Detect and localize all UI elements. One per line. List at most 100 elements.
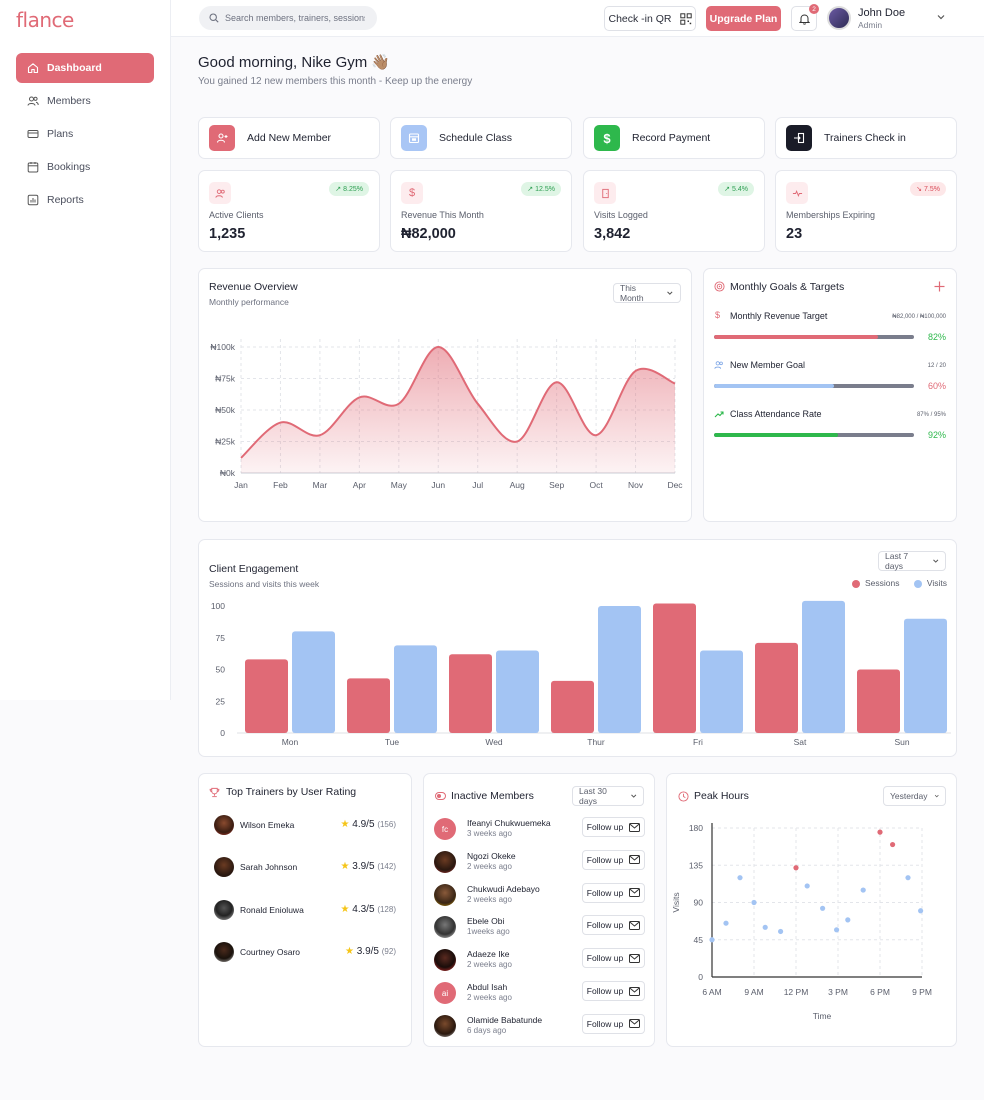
x-tick-label: Mar [313,480,328,490]
data-point [905,875,911,881]
sidebar-item-label: Reports [47,194,84,206]
bar-sessions [449,654,492,733]
monthly-goals-card: Monthly Goals & Targets $ Monthly Revenu… [703,268,957,522]
trainer-row[interactable]: Wilson Emeka ★ 4.9/5 (156) [214,815,396,837]
x-tick-label: Tue [385,737,400,747]
add-goal-icon[interactable] [934,281,945,292]
inactive-members-card: Inactive Members Last 30 days fc Ifeanyi … [423,773,655,1047]
sidebar-item-label: Members [47,95,91,107]
mail-icon [629,986,641,996]
user-avatar[interactable] [827,6,851,30]
peak-period-select[interactable]: Yesterday [883,786,946,806]
data-point [723,920,729,926]
upgrade-plan-button[interactable]: Upgrade Plan [706,6,781,31]
trainer-row[interactable]: Ronald Enioluwa ★ 4.3/5 (128) [214,900,396,922]
x-tick-label: Jun [431,480,445,490]
x-tick-label: 6 AM [702,987,721,997]
add-new-member-button[interactable]: Add New Member [198,117,380,159]
x-tick-label: Nov [628,480,644,490]
quick-action-label: Schedule Class [439,132,512,144]
data-point [737,875,743,881]
stat-label: Active Clients [209,210,264,220]
trend-up-icon: ↗ [335,186,342,193]
avatar [214,900,234,920]
stat-card-visits[interactable]: ↗ 5.4% Visits Logged 3,842 [583,170,765,252]
trainer-rating: ★ 3.9/5 (92) [344,946,396,957]
follow-up-button[interactable]: Follow up [582,1013,645,1034]
trainer-row[interactable]: Sarah Johnson ★ 3.9/5 (142) [214,857,396,879]
card-title: Client Engagement [209,563,299,575]
sidebar-item-reports[interactable]: Reports [16,185,154,215]
y-tick-label: 0 [698,972,703,982]
home-icon [27,63,39,74]
data-point [834,927,840,933]
clock-icon [678,791,689,802]
schedule-class-button[interactable]: Schedule Class [390,117,572,159]
member-last-seen: 2 weeks ago [467,960,512,970]
chevron-down-icon[interactable] [936,12,946,22]
card-title: Monthly Goals & Targets [730,281,845,293]
follow-up-button[interactable]: Follow up [582,915,645,936]
chevron-down-icon [667,291,673,295]
card-title: Top Trainers by User Rating [226,786,357,798]
stat-card-active-clients[interactable]: ↗ 8.25% Active Clients 1,235 [198,170,380,252]
trainer-row[interactable]: Courtney Osaro ★ 3.9/5 (92) [214,942,396,964]
quick-action-label: Record Payment [632,132,711,144]
stat-value: 23 [786,226,803,242]
trainer-rating: ★ 3.9/5 (142) [340,861,396,872]
trend-up-icon [714,411,724,418]
record-payment-button[interactable]: $ Record Payment [583,117,765,159]
door-enter-icon [786,125,812,151]
inactive-period-select[interactable]: Last 30 days [572,786,644,806]
bar-visits [394,645,437,733]
goal-progress-bar [714,335,914,339]
stat-card-memberships-expiring[interactable]: ↘ 7.5% Memberships Expiring 23 [775,170,957,252]
stat-card-revenue[interactable]: $ ↗ 12.5% Revenue This Month ₦82,000 [390,170,572,252]
target-icon [714,281,725,292]
bar-visits [598,606,641,733]
follow-up-button[interactable]: Follow up [582,817,645,837]
data-point [918,908,924,914]
sidebar-item-members[interactable]: Members [16,86,154,116]
stat-value: ₦82,000 [401,226,456,242]
trainers-check-in-button[interactable]: Trainers Check in [775,117,957,159]
mail-icon [629,953,641,963]
sidebar-item-label: Plans [47,128,74,140]
search-input[interactable] [225,13,365,23]
engagement-period-select[interactable]: Last 7 days [878,551,946,571]
follow-up-button[interactable]: Follow up [582,849,645,870]
follow-up-label: Follow up [586,953,624,964]
card-subtitle: Sessions and visits this week [209,579,320,589]
bar-visits [292,631,335,733]
sidebar-item-bookings[interactable]: Bookings [16,152,154,182]
app-logo[interactable]: flance [16,8,74,32]
follow-up-button[interactable]: Follow up [582,981,645,1001]
follow-up-button[interactable]: Follow up [582,948,645,969]
revenue-line [240,345,676,459]
list-item: Chukwudi Adebayo 2 weeks ago Follow up [434,882,645,908]
bar-visits [904,618,947,733]
select-value: Last 30 days [579,786,607,806]
notifications-button[interactable]: 2 [791,4,819,31]
mail-icon [629,855,641,865]
revenue-period-select[interactable]: This Month [613,283,681,303]
y-tick-label: 100 [211,601,225,611]
goal-value: 87% / 95% [916,412,946,418]
search-box[interactable] [199,6,377,30]
user-name: John Doe [858,7,906,19]
select-value: Yesterday [890,791,928,801]
y-tick-label: ₦25k [215,437,236,447]
sidebar-item-dashboard[interactable]: Dashboard [16,53,154,83]
sidebar-item-plans[interactable]: Plans [16,119,154,149]
goal-name: New Member Goal [730,360,806,370]
follow-up-button[interactable]: Follow up [582,882,645,903]
bar-sessions [347,678,390,733]
select-value: This Month [620,283,644,303]
member-name: Olamide Babatunde [467,1014,543,1025]
follow-up-label: Follow up [586,822,624,832]
legend-label: Visits [926,578,948,588]
chevron-down-icon [932,559,938,563]
avatar [434,1014,456,1037]
checkin-qr-button[interactable]: Check -in QR [604,6,696,31]
star-icon: ★ [340,819,350,830]
